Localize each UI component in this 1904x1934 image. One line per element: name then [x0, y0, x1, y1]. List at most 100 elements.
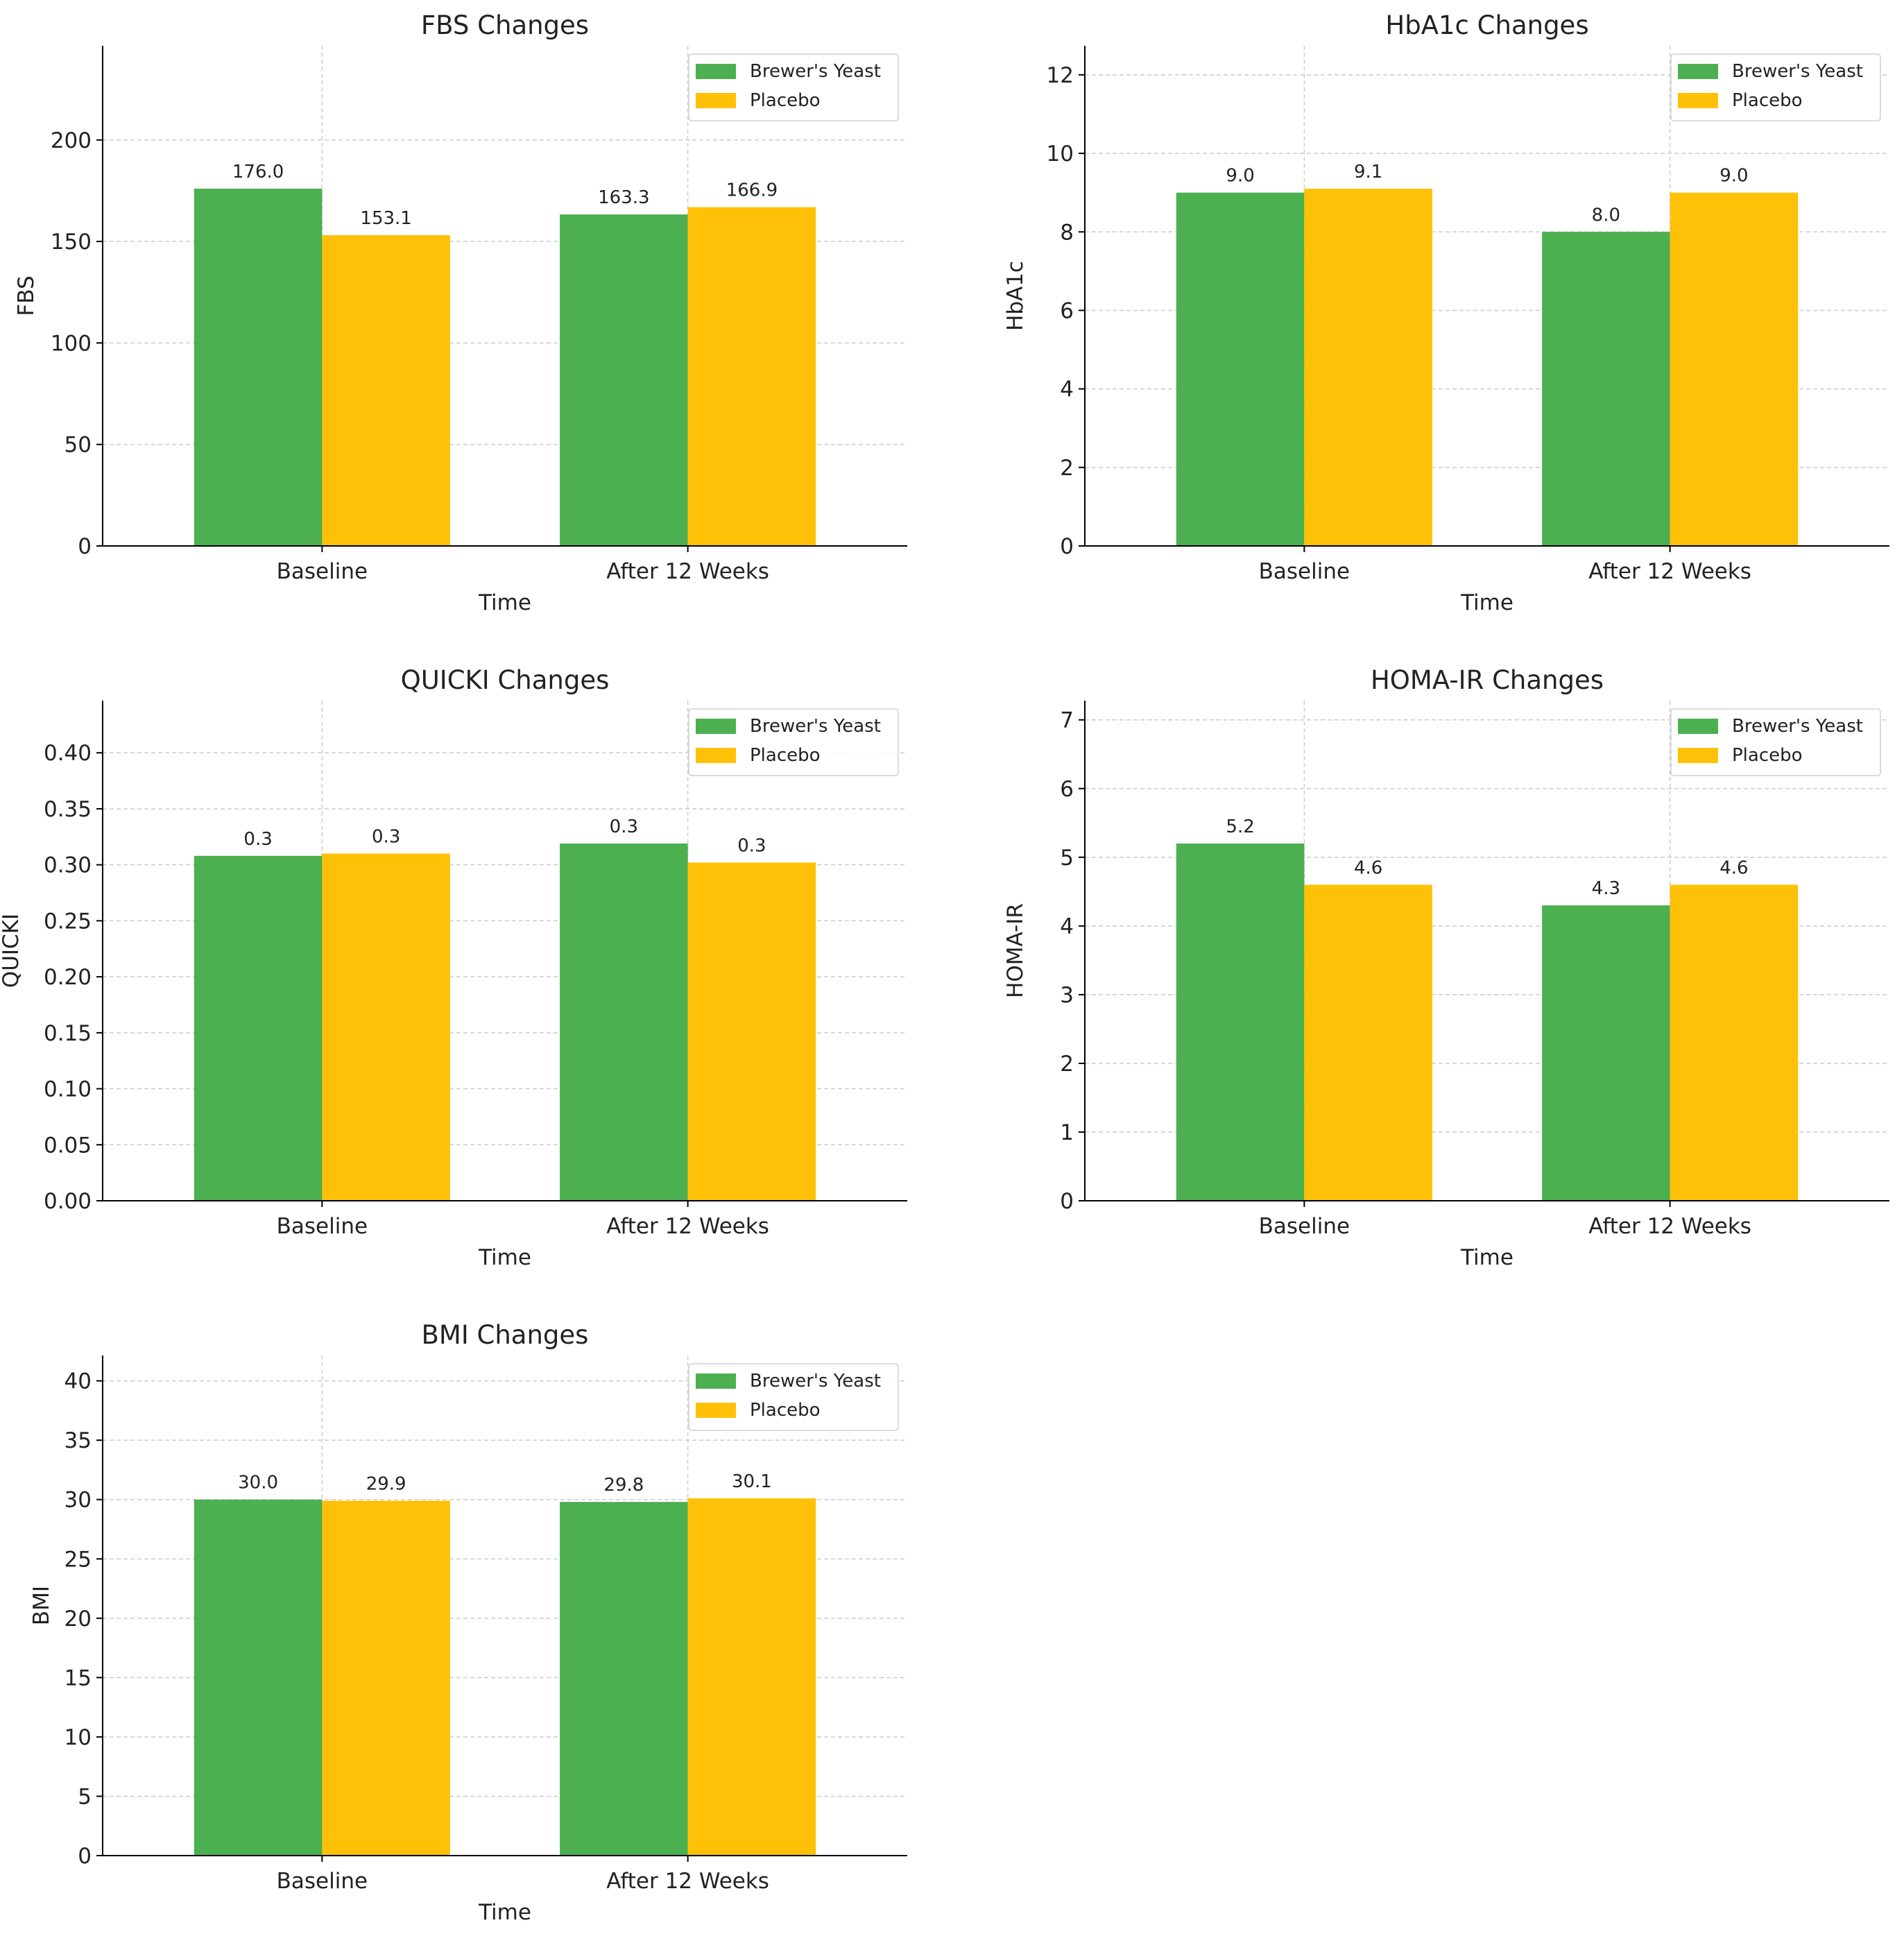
x-tick-label: Baseline: [1259, 1214, 1350, 1239]
legend-entry: Placebo: [1732, 90, 1803, 111]
bar-value-label: 176.0: [232, 162, 284, 182]
chart-title: FBS Changes: [421, 10, 589, 40]
bar: [687, 1498, 816, 1856]
legend-swatch: [1678, 719, 1718, 734]
x-axis-label: Time: [1460, 590, 1513, 615]
bar-value-label: 0.3: [737, 835, 766, 856]
x-tick-label: After 12 Weeks: [1588, 1214, 1751, 1239]
legend-swatch: [1678, 93, 1718, 108]
bar-value-label: 9.0: [1719, 166, 1748, 187]
legend-entry: Brewer's Yeast: [1732, 61, 1863, 82]
legend: Brewer's Yeast Placebo: [688, 53, 899, 121]
legend-entry: Brewer's Yeast: [750, 61, 881, 82]
legend-box: [1670, 708, 1881, 776]
x-axis-label: Time: [1460, 1245, 1513, 1270]
bar-value-label: 9.1: [1354, 162, 1382, 182]
bar: [687, 862, 816, 1201]
bar: [1304, 189, 1432, 546]
x-tick-label: Baseline: [277, 1214, 368, 1239]
bar-value-label: 30.0: [238, 1473, 278, 1494]
legend-box: [1670, 53, 1881, 121]
chart-4: 30.0 29.8 29.9 30.1 0 5 10 15 20 25 30 35 40 Baseline…: [29, 1320, 907, 1925]
chart-3: 5.2 4.3 4.6 4.6 0 1 2 3 4 5 6 7 Baseline After 12 Wee…: [1003, 665, 1889, 1270]
legend-swatch: [1678, 64, 1718, 79]
bar-value-label: 29.8: [603, 1475, 644, 1496]
y-axis-label: BMI: [29, 1586, 54, 1625]
y-tick-label: 40: [65, 1369, 92, 1394]
y-tick-label: 4: [1060, 914, 1074, 939]
y-tick-label: 0: [1060, 1189, 1074, 1214]
bar: [322, 853, 450, 1201]
bar: [687, 207, 816, 546]
y-tick-label: 0: [78, 534, 92, 559]
x-axis-label: Time: [478, 1900, 531, 1925]
y-tick-label: 15: [65, 1666, 92, 1691]
chart-title: BMI Changes: [422, 1320, 589, 1350]
y-axis-label: HOMA-IR: [1003, 903, 1028, 998]
legend-box: [688, 53, 899, 121]
y-tick-label: 10: [65, 1725, 92, 1750]
bar-value-label: 4.6: [1354, 857, 1382, 878]
y-tick-label: 8: [1060, 220, 1074, 245]
bar: [322, 235, 450, 546]
y-tick-label: 1: [1060, 1120, 1074, 1145]
bar: [1176, 192, 1305, 546]
x-tick-label: After 12 Weeks: [1588, 559, 1751, 584]
y-tick-label: 35: [65, 1428, 92, 1453]
x-axis-label: Time: [478, 1245, 531, 1270]
bar: [194, 855, 323, 1201]
y-tick-label: 100: [51, 331, 92, 356]
y-tick-label: 0: [78, 1844, 92, 1869]
y-tick-label: 2: [1060, 456, 1074, 481]
y-tick-label: 6: [1060, 298, 1074, 323]
x-tick-label: After 12 Weeks: [606, 1214, 769, 1239]
legend-entry: Brewer's Yeast: [750, 716, 881, 737]
legend-box: [688, 1363, 899, 1431]
y-tick-label: 0.00: [44, 1189, 92, 1214]
legend-entry: Placebo: [750, 90, 821, 111]
legend-entry: Placebo: [750, 745, 821, 766]
bar: [1670, 884, 1799, 1201]
x-tick-label: Baseline: [277, 1869, 368, 1894]
chart-2: 0.3 0.3 0.3 0.3 0.00 0.05 0.10 0.15 0.20 0.25 0.30…: [0, 665, 907, 1270]
y-axis-label: FBS: [14, 275, 39, 316]
chart-title: QUICKI Changes: [401, 665, 610, 695]
y-tick-label: 6: [1060, 777, 1074, 802]
bar-value-label: 9.0: [1226, 166, 1254, 187]
bar-value-label: 8.0: [1592, 205, 1620, 225]
x-axis-label: Time: [478, 590, 531, 615]
y-tick-label: 0.25: [44, 909, 92, 934]
y-axis-label: HbA1c: [1003, 261, 1028, 331]
bar-value-label: 166.9: [726, 180, 778, 201]
bar: [322, 1500, 450, 1856]
bar-value-label: 0.3: [372, 827, 400, 848]
legend-swatch: [696, 1403, 736, 1418]
bar-value-label: 0.3: [610, 816, 638, 837]
y-tick-label: 0: [1060, 534, 1074, 559]
legend: Brewer's Yeast Placebo: [688, 1363, 899, 1431]
y-tick-label: 0.05: [44, 1133, 92, 1158]
legend-swatch: [696, 719, 736, 734]
legend: Brewer's Yeast Placebo: [688, 708, 899, 776]
y-tick-label: 200: [51, 128, 92, 153]
y-tick-label: 0.35: [44, 797, 92, 822]
chart-0: 176.0 163.3 153.1 166.9 0 50 100 150 200 Baseline…: [14, 10, 907, 615]
bar: [560, 844, 688, 1201]
legend-entry: Brewer's Yeast: [1732, 716, 1863, 737]
bar-value-label: 29.9: [366, 1473, 406, 1494]
legend-entry: Placebo: [750, 1400, 821, 1421]
y-tick-label: 3: [1060, 983, 1074, 1008]
legend-swatch: [696, 64, 736, 79]
chart-title: HOMA-IR Changes: [1371, 665, 1604, 695]
legend: Brewer's Yeast Placebo: [1670, 708, 1881, 776]
bar: [560, 214, 688, 546]
y-axis-label: QUICKI: [0, 914, 24, 988]
y-tick-label: 2: [1060, 1052, 1074, 1077]
y-tick-label: 5: [78, 1784, 92, 1809]
x-tick-label: After 12 Weeks: [606, 1869, 769, 1894]
y-tick-label: 12: [1047, 63, 1074, 88]
bar: [194, 1499, 323, 1856]
legend-swatch: [1678, 748, 1718, 763]
